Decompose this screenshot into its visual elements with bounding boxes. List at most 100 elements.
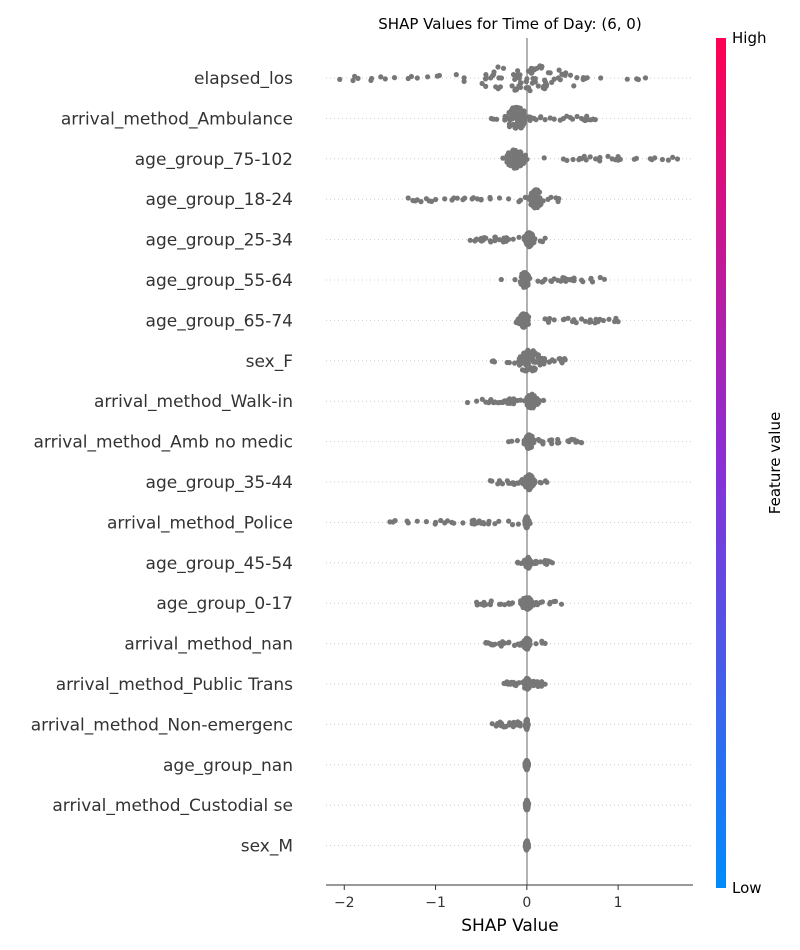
feature-label: elapsed_los <box>194 69 293 89</box>
shap-point <box>523 516 529 522</box>
shap-point <box>533 558 539 565</box>
colorbar <box>716 38 726 888</box>
shap-point <box>567 72 574 78</box>
shap-point <box>506 480 512 486</box>
shap-point <box>606 316 612 322</box>
feature-label: arrival_method_Walk-in <box>94 392 293 412</box>
shap-point <box>522 602 528 608</box>
shap-point <box>635 76 642 83</box>
shap-point <box>514 155 520 161</box>
feature-label: arrival_method_Custodial se <box>52 796 293 816</box>
x-tick-label: −1 <box>425 895 446 911</box>
shap-point <box>569 116 576 122</box>
shap-point <box>496 601 503 607</box>
shap-point <box>525 559 531 565</box>
shap-point <box>410 197 416 204</box>
shap-point <box>527 398 533 404</box>
shap-point <box>506 600 512 606</box>
shap-point <box>514 438 521 444</box>
shap-point <box>523 78 529 84</box>
shap-point <box>542 117 548 123</box>
shap-point <box>506 196 512 202</box>
shap-point <box>405 195 411 201</box>
shap-point <box>528 479 535 486</box>
shap-point <box>540 397 547 403</box>
shap-point <box>570 156 576 163</box>
shap-point <box>537 559 544 565</box>
shap-point <box>527 235 533 241</box>
shap-point <box>509 116 515 122</box>
shap-point <box>541 155 547 161</box>
shap-point <box>534 65 540 71</box>
shap-point <box>474 236 480 242</box>
feature-label: arrival_method_Amb no medic <box>33 433 293 453</box>
shap-point <box>542 86 548 92</box>
shap-point <box>674 156 681 162</box>
shap-point <box>498 722 504 728</box>
feature-label: arrival_method_Police <box>107 513 293 533</box>
shap-point <box>414 518 420 524</box>
shap-point <box>525 353 531 359</box>
shap-point <box>532 366 538 372</box>
shap-point <box>508 154 515 160</box>
shap-point <box>478 235 484 241</box>
x-tick-label: 1 <box>614 895 623 911</box>
shap-point <box>501 235 507 241</box>
shap-point <box>530 439 536 445</box>
shap-point <box>533 680 539 686</box>
shap-point <box>538 480 544 486</box>
shap-point <box>522 283 528 289</box>
shap-point <box>549 560 556 566</box>
shap-point <box>587 154 593 160</box>
shap-point <box>478 520 484 526</box>
shap-point <box>528 115 534 121</box>
shap-point <box>518 598 524 604</box>
shap-point <box>487 601 493 607</box>
shap-point <box>522 152 529 158</box>
shap-point <box>487 478 493 484</box>
shap-point <box>532 350 538 356</box>
shap-point <box>478 196 484 202</box>
shap-point <box>433 519 439 526</box>
shap-point <box>511 481 517 487</box>
shap-point <box>506 439 512 445</box>
feature-label: sex_M <box>241 837 293 857</box>
shap-point <box>533 641 539 647</box>
shap-point <box>541 356 548 362</box>
shap-point <box>526 244 532 250</box>
shap-point <box>483 399 489 405</box>
shap-point <box>535 83 541 89</box>
shap-point <box>438 517 444 524</box>
shap-point <box>592 320 598 326</box>
shap-point <box>506 124 513 130</box>
feature-labels: elapsed_los arrival_method_Ambulance age_g… <box>31 69 293 857</box>
colorbar-title: Feature value <box>766 412 784 514</box>
shap-point <box>535 203 541 209</box>
shap-point <box>537 438 544 444</box>
shap-point <box>528 202 534 208</box>
feature-label: age_group_nan <box>163 756 293 776</box>
shap-point <box>574 113 580 120</box>
shap-point <box>659 156 666 163</box>
shap-point <box>522 760 528 766</box>
shap-point <box>536 398 543 404</box>
shap-point <box>442 520 448 526</box>
shap-point <box>533 197 539 203</box>
shap-point <box>460 197 466 203</box>
shap-point <box>502 116 508 122</box>
shap-point <box>474 196 480 202</box>
shap-point <box>557 356 563 362</box>
shap-point <box>560 277 567 283</box>
shap-point <box>482 76 489 82</box>
shap-point <box>579 277 585 283</box>
shap-point <box>519 115 525 121</box>
shap-point <box>369 75 375 82</box>
shap-point <box>547 115 553 121</box>
shap-point <box>588 276 594 282</box>
shap-point <box>492 238 498 244</box>
shap-point <box>537 599 544 606</box>
shap-point <box>546 359 552 365</box>
shap-point <box>474 398 480 404</box>
shap-point <box>518 80 524 86</box>
shap-point <box>506 236 512 242</box>
